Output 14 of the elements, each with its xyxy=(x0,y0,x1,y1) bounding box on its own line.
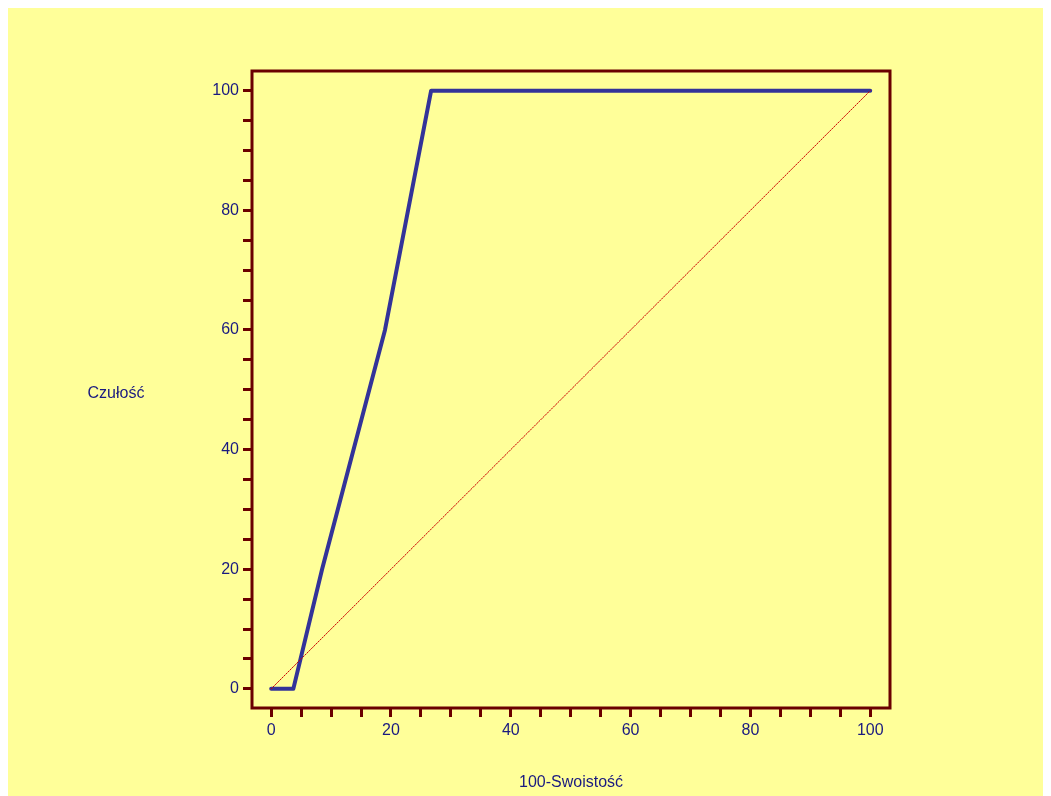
y-axis-title: Czułość xyxy=(87,383,145,401)
x-tick-label: 80 xyxy=(741,721,760,739)
x-axis-title: 100-Swoistość xyxy=(518,772,624,790)
y-tick-label: 80 xyxy=(221,200,240,218)
x-tick-label: 40 xyxy=(501,721,520,739)
y-tick-label: 0 xyxy=(230,679,240,697)
y-tick-label: 40 xyxy=(221,440,240,458)
y-tick-label: 60 xyxy=(221,320,240,338)
x-tick-label: 0 xyxy=(266,721,276,739)
x-tick-label: 100 xyxy=(856,721,884,739)
x-tick-label: 20 xyxy=(382,721,400,739)
x-tick-label: 60 xyxy=(621,721,640,739)
y-tick-label: 100 xyxy=(212,81,240,99)
y-tick-label: 20 xyxy=(221,559,240,577)
